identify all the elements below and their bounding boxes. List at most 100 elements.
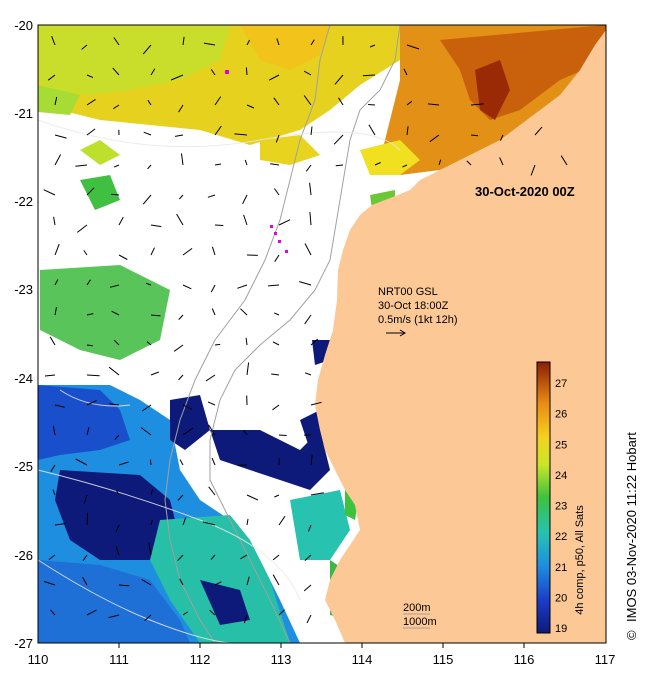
current-arrow: [278, 434, 287, 436]
colorbar-tick-label: 24: [555, 470, 567, 482]
current-arrow: [182, 611, 188, 616]
current-arrow: [54, 404, 65, 408]
current-arrow: [243, 614, 248, 624]
current-arrow: [86, 427, 90, 436]
current-arrow: [310, 338, 319, 346]
current-arrow: [211, 457, 216, 466]
bathymetry-contours: [164, 24, 401, 644]
current-arrow: [304, 243, 312, 256]
current-arrow: [147, 164, 152, 170]
current-arrow: [246, 494, 259, 501]
current-arrow: [170, 74, 184, 81]
current-arrow: [246, 39, 251, 46]
current-arrow: [369, 44, 376, 48]
current-arrow: [274, 254, 280, 262]
current-arrow: [115, 524, 120, 533]
colorbar-tick-label: 27: [555, 378, 567, 390]
current-arrow: [368, 124, 376, 136]
current-arrow: [86, 313, 94, 316]
current-arrow: [147, 99, 152, 106]
lon-tick-label: 114: [352, 652, 373, 667]
current-arrow: [208, 424, 216, 436]
current-arrow: [362, 74, 376, 77]
current-arrow: [427, 103, 440, 106]
current-arrow: [86, 128, 96, 136]
current-arrow: [75, 164, 88, 167]
current-arrow: [203, 42, 216, 46]
current-arrow: [109, 284, 120, 288]
current-arrow: [333, 134, 344, 145]
current-arrow: [115, 546, 120, 556]
current-arrow: [54, 154, 62, 166]
lat-axis: -20 -21 -22 -23 -24 -25 -26 -27: [14, 18, 33, 651]
lat-tick-label: -25: [14, 459, 33, 474]
current-arrow: [179, 459, 184, 466]
lon-tick-label: 112: [190, 652, 211, 667]
current-arrow: [530, 164, 536, 176]
current-arrow: [272, 341, 280, 346]
current-arrow: [368, 104, 376, 106]
current-arrow: [268, 74, 280, 81]
lon-tick-label: 110: [28, 652, 49, 667]
lon-tick-label: 115: [433, 652, 454, 667]
current-arrow: [112, 67, 120, 76]
current-arrow: [179, 578, 184, 586]
contour-200-label: 200m: [403, 602, 431, 614]
current-arrow: [150, 489, 154, 496]
current-arrow: [310, 39, 315, 46]
current-arrow: [54, 279, 59, 286]
current-arrow: [150, 247, 155, 256]
current-arrow: [210, 69, 216, 76]
current-arrow: [54, 96, 58, 106]
current-arrow: [86, 512, 88, 526]
current-vectors: [43, 35, 568, 624]
current-arrow: [178, 194, 184, 200]
lat-tick-label: -21: [14, 106, 33, 121]
current-arrow: [177, 494, 184, 501]
current-arrow: [182, 247, 193, 256]
current-arrow: [86, 98, 96, 106]
current-arrow: [182, 284, 192, 290]
current-arrow: [273, 312, 280, 316]
current-arrow: [202, 521, 216, 526]
current-arrow: [182, 517, 187, 526]
current-arrow: [178, 314, 184, 320]
current-arrow: [278, 515, 286, 526]
current-arrow: [48, 554, 56, 560]
current-arrow: [83, 494, 88, 504]
current-arrow: [86, 374, 100, 377]
current-arrow: [83, 250, 88, 256]
current-arrow: [246, 518, 249, 526]
current-arrow: [118, 584, 130, 587]
current-arrow: [53, 216, 56, 226]
current-arrow: [211, 308, 216, 316]
current-arrow: [174, 134, 184, 137]
current-arrow: [109, 403, 120, 406]
land-peninsula: [370, 205, 395, 250]
current-arrow: [310, 492, 324, 496]
current-arrow: [406, 44, 420, 50]
current-arrow: [52, 425, 56, 436]
colorbar-label: 4h comp, p50, All Sats: [574, 505, 586, 615]
current-arrow: [303, 70, 312, 76]
current-arrow: [140, 427, 152, 436]
colorbar: 19 20 21 22 23 24 25 26 27 4h comp, p50, All Sat…: [536, 361, 586, 635]
current-arrow: [149, 459, 152, 466]
current-arrow: [146, 341, 152, 346]
current-arrow: [272, 404, 280, 411]
current-arrow: [210, 284, 216, 293]
contour-legend: 200m 1000m: [403, 602, 437, 629]
current-arrow: [240, 308, 248, 316]
current-arrow: [304, 314, 312, 325]
current-arrow: [181, 153, 184, 166]
lon-tick-label: 111: [109, 652, 129, 667]
colorbar-tick-label: 23: [555, 501, 567, 513]
current-arrow: [304, 554, 312, 561]
current-arrow: [173, 344, 184, 352]
current-arrow: [113, 339, 120, 346]
current-arrow: [108, 614, 120, 619]
current-arrow: [338, 97, 344, 106]
current-arrow: [307, 524, 312, 532]
current-arrow: [207, 401, 216, 406]
lat-tick-label: -22: [14, 194, 33, 209]
